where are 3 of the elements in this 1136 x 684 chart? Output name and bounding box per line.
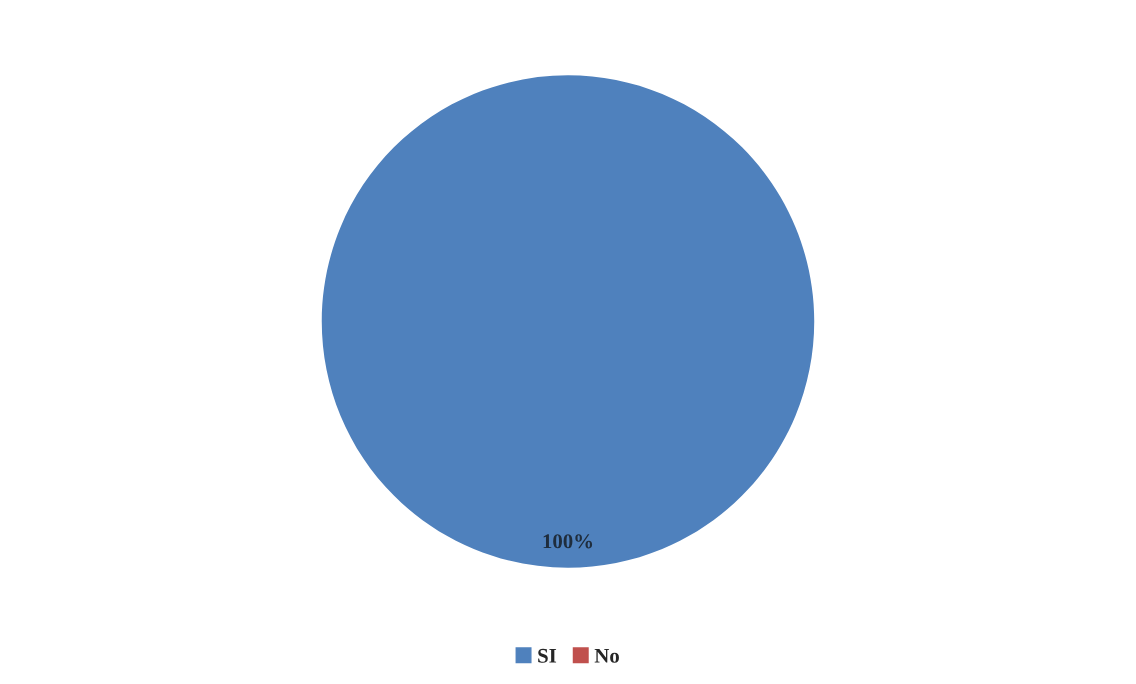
data-label: 100% bbox=[543, 534, 593, 549]
legend-label: No bbox=[594, 648, 619, 663]
legend-label: SI bbox=[538, 648, 557, 663]
